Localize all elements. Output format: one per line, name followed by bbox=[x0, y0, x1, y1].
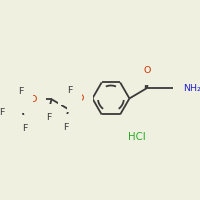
Text: HCl: HCl bbox=[128, 132, 146, 142]
Text: F: F bbox=[23, 124, 28, 133]
Text: F: F bbox=[63, 123, 68, 132]
Text: O: O bbox=[76, 94, 84, 103]
Text: NH₂: NH₂ bbox=[183, 84, 200, 93]
Text: F: F bbox=[18, 87, 23, 96]
Text: O: O bbox=[143, 66, 151, 75]
Text: F: F bbox=[0, 108, 5, 117]
Text: O: O bbox=[29, 95, 37, 104]
Text: F: F bbox=[46, 113, 51, 122]
Text: F: F bbox=[67, 86, 73, 95]
